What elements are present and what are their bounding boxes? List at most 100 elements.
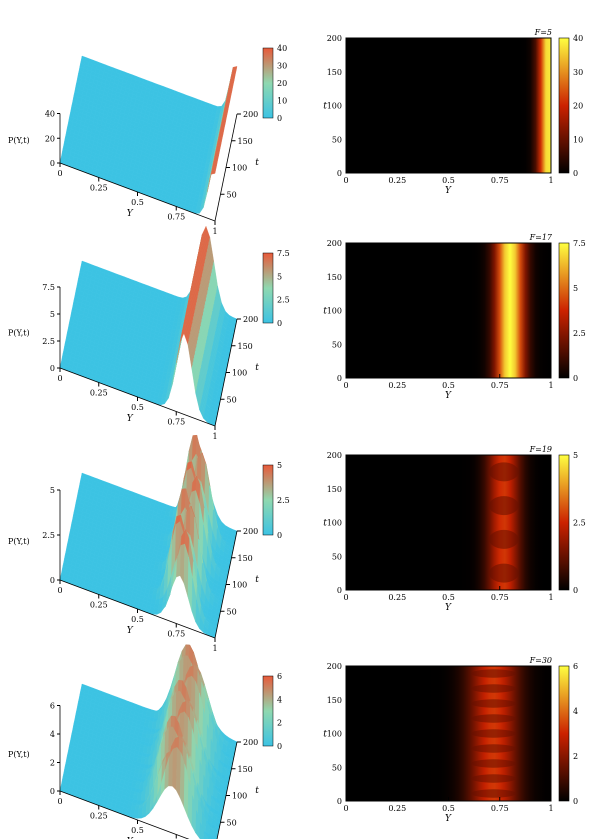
colorbar-tick-label: 10 (573, 135, 583, 144)
t-tick-label: 200 (243, 110, 258, 119)
surface-panel: 00.250.50.751Y50100150200t02.55P(Y,t)02.… (8, 434, 290, 653)
colorbar-tick-label: 0 (277, 114, 282, 123)
t-tick-label: 100 (232, 581, 247, 590)
x-axis-label: Y (127, 626, 134, 636)
x-tick-label: 0.25 (90, 184, 108, 193)
t-tick-label: 50 (227, 190, 237, 199)
colorbar-tick-label: 40 (277, 44, 287, 53)
panel-label: F=19 (529, 445, 552, 454)
colorbar-tick-label: 20 (277, 79, 287, 88)
surface-patch (192, 652, 198, 666)
colorbar-tick-label: 0 (277, 531, 282, 540)
x-tick-label: 1 (548, 381, 553, 390)
panel-label: F=5 (534, 28, 552, 37)
colorbar-tick-label: 0 (573, 374, 578, 383)
x-axis-label: Y (127, 209, 134, 219)
x-tick-label: 0 (343, 381, 348, 390)
t-tick-label: 150 (238, 137, 253, 146)
x-axis-label: Y (445, 603, 452, 613)
y-tick-label: 150 (327, 68, 342, 77)
colorbar-tick-label: 0 (277, 319, 282, 328)
x-tick-label: 0 (343, 176, 348, 185)
x-tick-label: 0.25 (388, 176, 406, 185)
x-tick-label: 1 (212, 227, 217, 236)
z-tick-label: 0 (50, 576, 55, 585)
x-tick-label: 0.5 (442, 381, 455, 390)
z-tick-label: 5 (50, 486, 55, 495)
density-band (489, 529, 519, 549)
z-tick-label: 2.5 (42, 337, 55, 346)
x-tick-label: 0.5 (442, 176, 455, 185)
x-tick-label: 0 (57, 586, 62, 595)
z-tick-label: 5 (50, 310, 55, 319)
t-tick-label: 150 (238, 342, 253, 351)
y-tick-label: 150 (327, 273, 342, 282)
x-tick-label: 1 (548, 593, 553, 602)
panel-label: F=17 (529, 233, 553, 242)
colorbar (262, 47, 274, 119)
density-band (489, 496, 519, 516)
colorbar-tick-label: 0 (573, 169, 578, 178)
y-tick-label: 200 (327, 34, 342, 43)
z-tick-label: 40 (45, 110, 55, 119)
x-tick-label: 0.5 (131, 403, 144, 412)
y-tick-label: 50 (332, 340, 342, 349)
colorbar (558, 242, 570, 379)
density-field (346, 455, 551, 590)
x-tick-label: 0.25 (388, 593, 406, 602)
surface-patch (210, 169, 216, 175)
colorbar-tick-label: 30 (277, 62, 287, 71)
x-tick-label: 0.75 (167, 418, 185, 427)
colorbar-tick-label: 30 (573, 68, 583, 77)
t-axis-label: t (255, 158, 259, 168)
y-tick-label: 50 (332, 135, 342, 144)
density-field (346, 243, 551, 378)
y-tick-label: 100 (327, 102, 342, 111)
t-tick-label: 50 (227, 607, 237, 616)
colorbar-tick-label: 10 (277, 97, 287, 106)
z-tick-label: 0 (50, 159, 55, 168)
x-tick-label: 0.5 (442, 593, 455, 602)
y-tick-label: 150 (327, 485, 342, 494)
colorbar-tick-label: 5 (573, 284, 578, 293)
x-axis-label: Y (445, 186, 452, 196)
colorbar-tick-label: 7.5 (277, 249, 290, 258)
colorbar-tick-label: 2.5 (277, 496, 290, 505)
y-axis-label: t (323, 307, 327, 317)
y-tick-label: 100 (327, 307, 342, 316)
x-tick-label: 0.75 (167, 213, 185, 222)
colorbar-tick-label: 7.5 (573, 239, 586, 248)
x-tick-label: 0.25 (90, 389, 108, 398)
y-axis-label: t (323, 102, 327, 112)
t-tick-label: 100 (232, 369, 247, 378)
x-tick-label: 1 (548, 176, 553, 185)
z-tick-label: 7.5 (42, 283, 55, 292)
t-tick-label: 150 (238, 554, 253, 563)
x-tick-label: 0 (57, 374, 62, 383)
x-tick-label: 0.5 (131, 198, 144, 207)
surface-panel: 00.250.50.751Y50100150200t02040P(Y,t)010… (8, 44, 287, 236)
t-axis-label: t (255, 363, 259, 373)
x-tick-label: 0.75 (491, 593, 509, 602)
y-tick-label: 100 (327, 519, 342, 528)
colorbar-tick-label: 5 (277, 272, 282, 281)
z-tick-label: 0 (50, 364, 55, 373)
z-axis-label: P(Y,t) (8, 329, 30, 338)
x-tick-label: 1 (212, 644, 217, 653)
x-tick-label: 0.75 (167, 630, 185, 639)
t-axis-label: t (255, 575, 259, 585)
t-tick-label: 100 (232, 164, 247, 173)
y-tick-label: 200 (327, 239, 342, 248)
colorbar-tick-label: 2.5 (573, 519, 586, 528)
y-tick-label: 0 (337, 586, 342, 595)
y-tick-label: 0 (337, 169, 342, 178)
colorbar-tick-label: 20 (573, 102, 583, 111)
colorbar-tick-label: 5 (573, 451, 578, 460)
y-axis-label: t (323, 519, 327, 529)
x-tick-label: 1 (212, 432, 217, 441)
